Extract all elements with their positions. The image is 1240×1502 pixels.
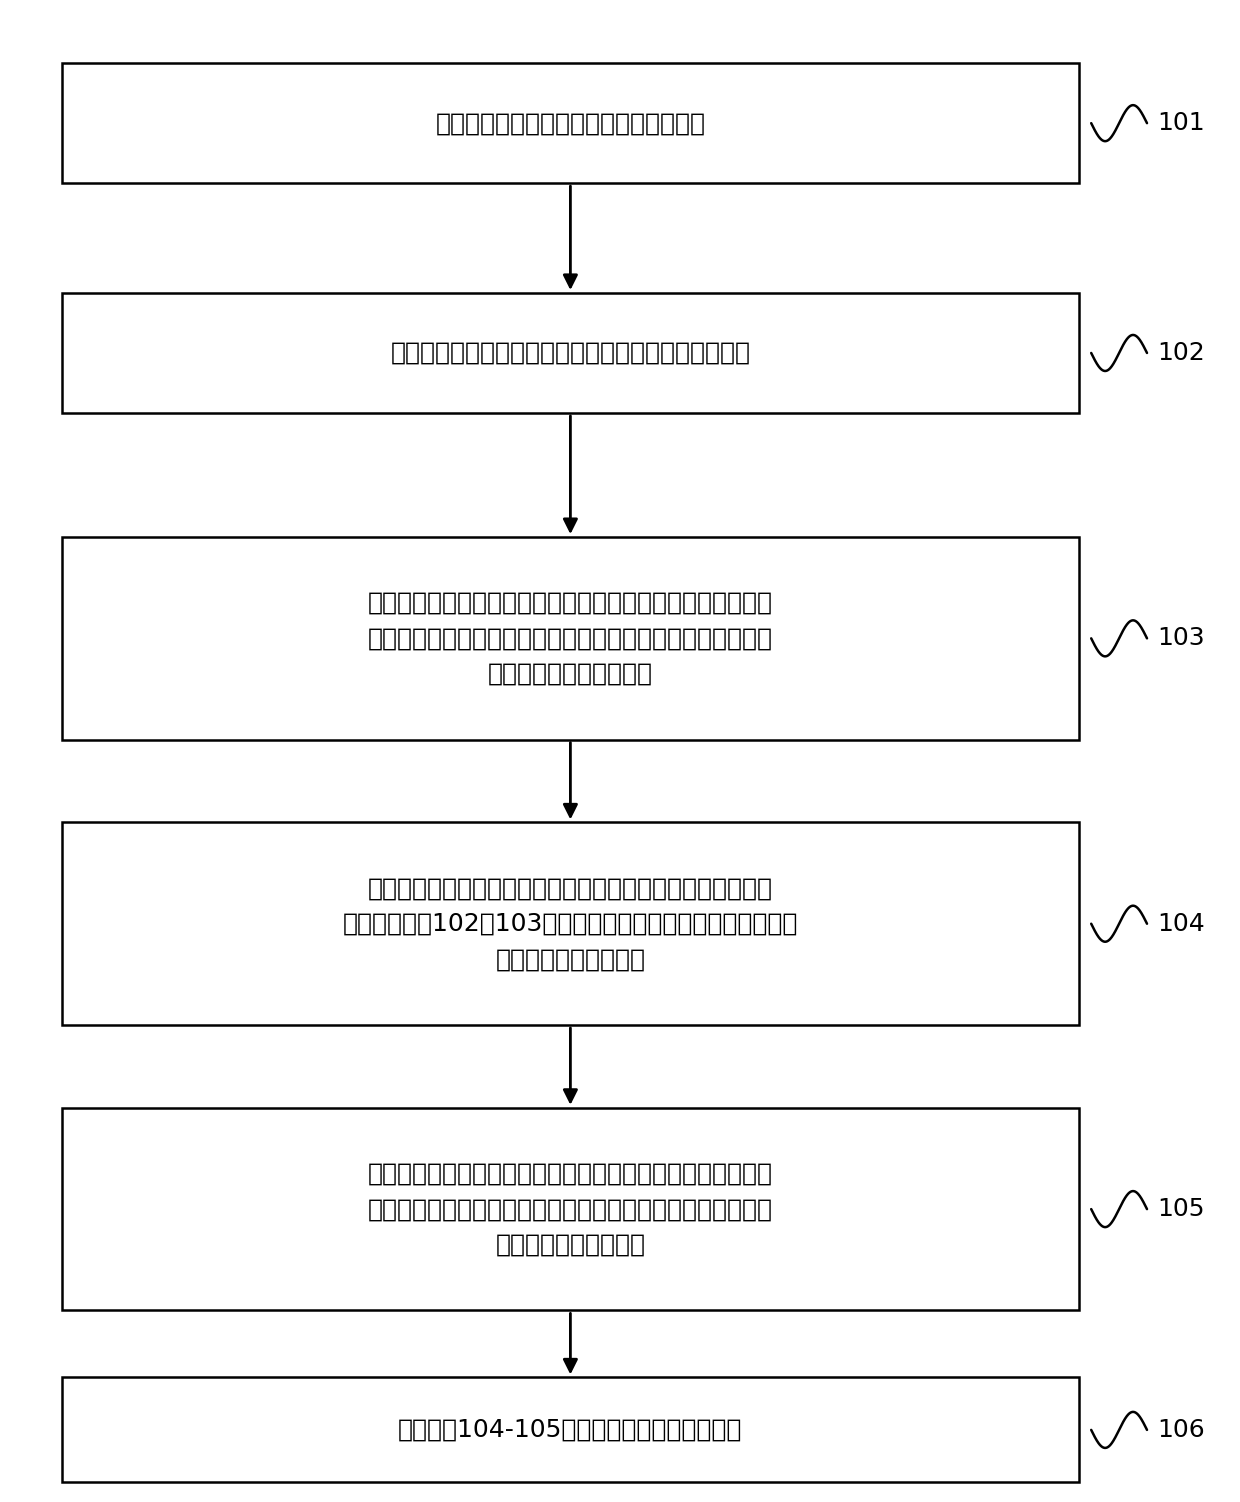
Text: 在预设时间段后获得下一张包含有测量平面在内的实时测量图
像，重复步骤102，103获得当前实时测量图像中光斑落点在水
平坐标系下的标准坐标: 在预设时间段后获得下一张包含有测量平面在内的实时测量图 像，重复步骤102，10… — [342, 876, 799, 972]
Text: 103: 103 — [1157, 626, 1204, 650]
Text: 102: 102 — [1157, 341, 1205, 365]
Text: 106: 106 — [1157, 1418, 1205, 1442]
Text: 101: 101 — [1157, 111, 1204, 135]
Bar — [62, 293, 1079, 413]
Bar — [62, 823, 1079, 1024]
Text: 105: 105 — [1157, 1197, 1204, 1221]
Text: 根据各控制点的标准坐标与实时坐标获得实时测量图像的校正
矩阵，并根据校正矩阵与光斑落点的实时坐标获得光斑落点在
水平坐标系下的标准坐标: 根据各控制点的标准坐标与实时坐标获得实时测量图像的校正 矩阵，并根据校正矩阵与光… — [368, 590, 773, 686]
Text: 104: 104 — [1157, 912, 1205, 936]
Text: 将当前实时测量图像中光斑落点标准坐标的纵坐标减去上一张
实时测量图像中光斑落点标准坐标的纵坐标，即得到在预设时
间段内桥梁的挠度变化: 将当前实时测量图像中光斑落点标准坐标的纵坐标减去上一张 实时测量图像中光斑落点标… — [368, 1161, 773, 1257]
Bar — [62, 1377, 1079, 1482]
Text: 获得包含有测量平面在内的实时测量图像: 获得包含有测量平面在内的实时测量图像 — [435, 111, 706, 135]
Bar — [62, 63, 1079, 183]
Bar — [62, 1108, 1079, 1310]
Bar — [62, 538, 1079, 740]
Text: 重复步骤104-105即能获得桥梁挠度变化曲线: 重复步骤104-105即能获得桥梁挠度变化曲线 — [398, 1418, 743, 1442]
Text: 从实时测量图像中获取各控制点与光斑落点的实时坐标: 从实时测量图像中获取各控制点与光斑落点的实时坐标 — [391, 341, 750, 365]
